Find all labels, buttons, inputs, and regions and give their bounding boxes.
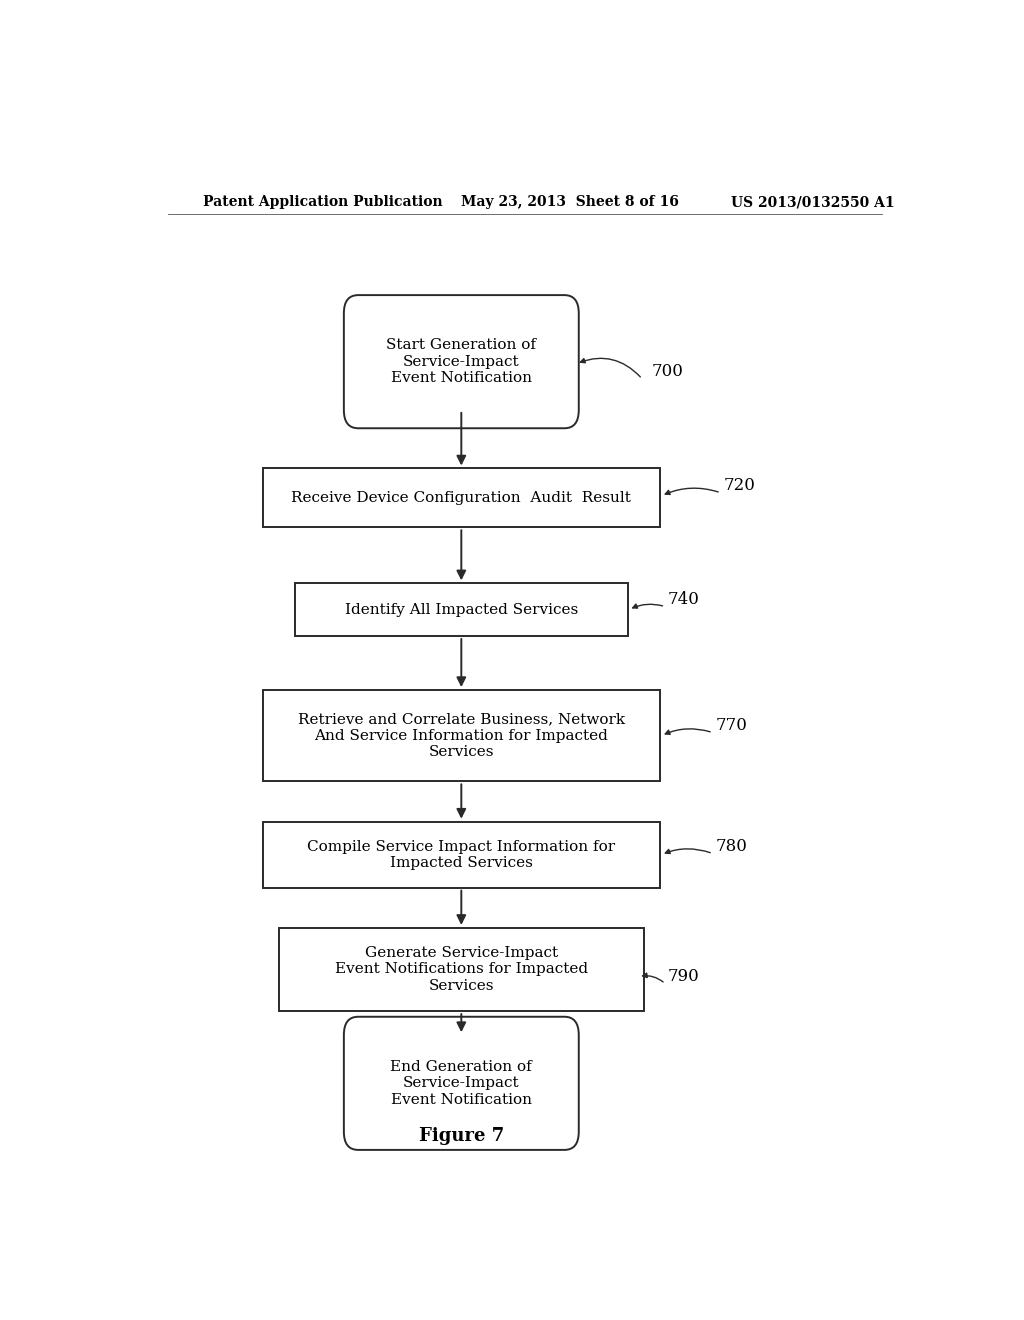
- Text: 770: 770: [715, 717, 748, 734]
- Text: 780: 780: [715, 838, 748, 855]
- FancyBboxPatch shape: [263, 469, 659, 528]
- Text: Retrieve and Correlate Business, Network
And Service Information for Impacted
Se: Retrieve and Correlate Business, Network…: [298, 713, 625, 759]
- FancyBboxPatch shape: [295, 583, 628, 636]
- Text: Receive Device Configuration  Audit  Result: Receive Device Configuration Audit Resul…: [292, 491, 631, 504]
- Text: 700: 700: [652, 363, 684, 380]
- Text: May 23, 2013  Sheet 8 of 16: May 23, 2013 Sheet 8 of 16: [461, 195, 679, 209]
- FancyBboxPatch shape: [263, 821, 659, 887]
- Text: Identify All Impacted Services: Identify All Impacted Services: [345, 603, 578, 616]
- Text: Generate Service-Impact
Event Notifications for Impacted
Services: Generate Service-Impact Event Notificati…: [335, 946, 588, 993]
- Text: 740: 740: [668, 591, 699, 609]
- Text: End Generation of
Service-Impact
Event Notification: End Generation of Service-Impact Event N…: [390, 1060, 532, 1106]
- Text: 790: 790: [668, 968, 699, 985]
- FancyBboxPatch shape: [279, 928, 644, 1011]
- FancyBboxPatch shape: [344, 296, 579, 428]
- Text: Start Generation of
Service-Impact
Event Notification: Start Generation of Service-Impact Event…: [386, 338, 537, 385]
- Text: Compile Service Impact Information for
Impacted Services: Compile Service Impact Information for I…: [307, 840, 615, 870]
- FancyBboxPatch shape: [344, 1016, 579, 1150]
- Text: 720: 720: [723, 478, 755, 494]
- Text: Figure 7: Figure 7: [419, 1127, 504, 1146]
- FancyBboxPatch shape: [263, 690, 659, 781]
- Text: US 2013/0132550 A1: US 2013/0132550 A1: [731, 195, 895, 209]
- Text: Patent Application Publication: Patent Application Publication: [204, 195, 443, 209]
